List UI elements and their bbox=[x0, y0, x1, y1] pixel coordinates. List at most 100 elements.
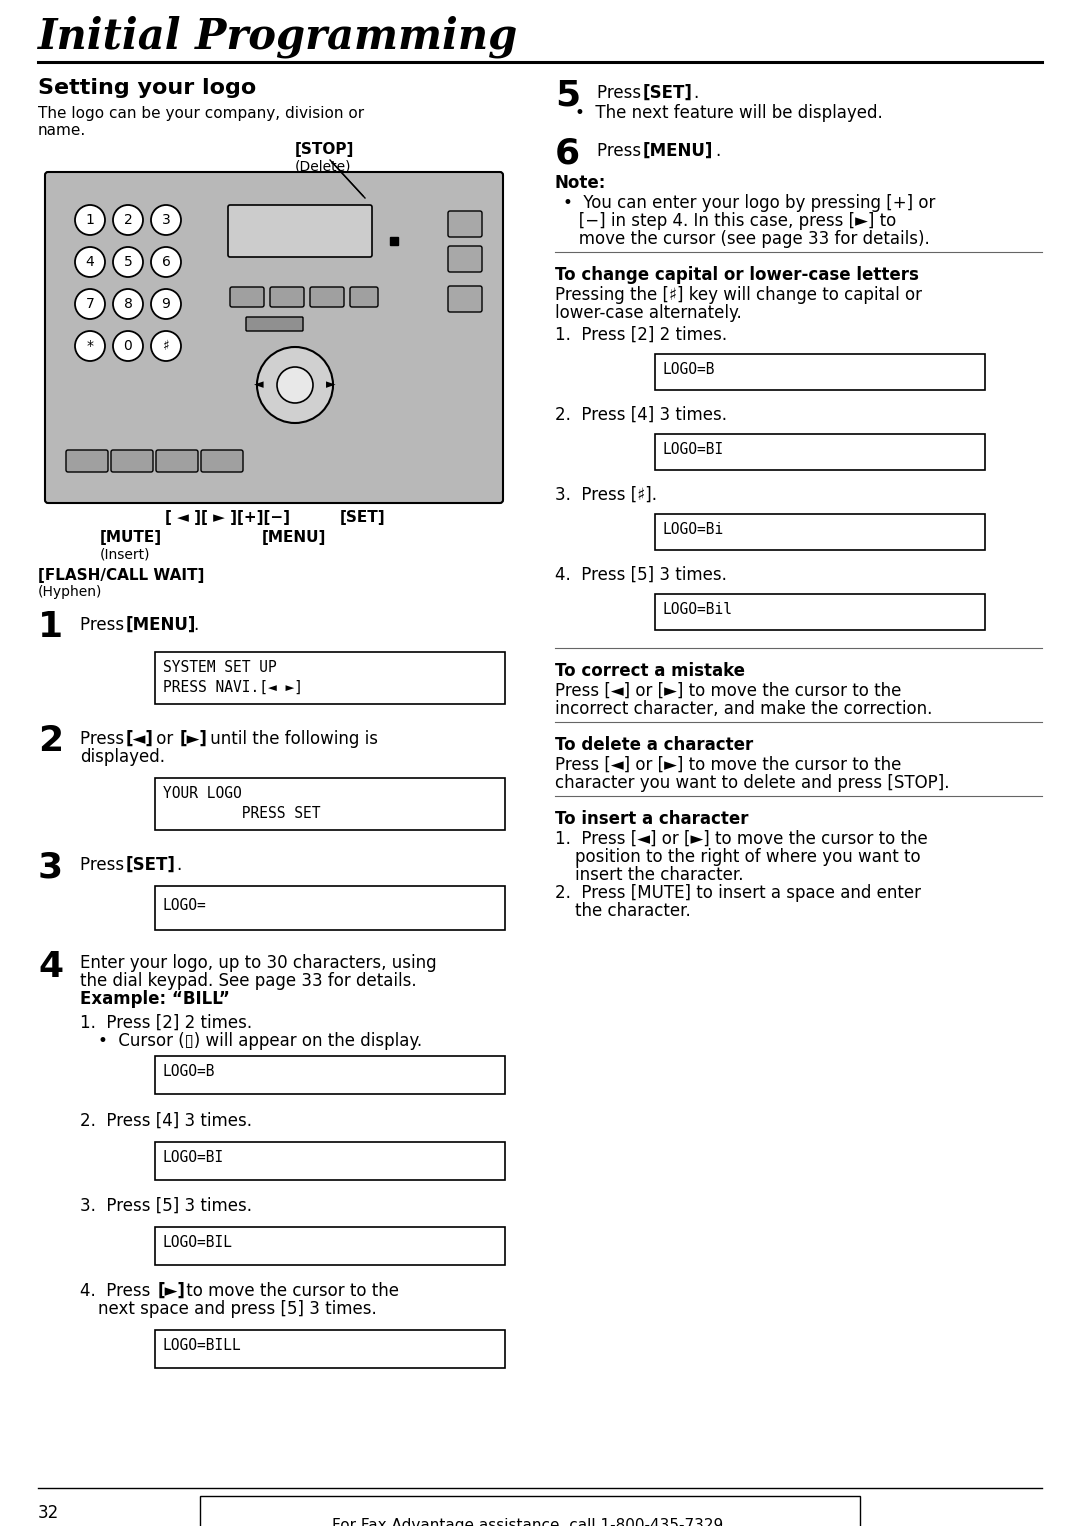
Text: 3: 3 bbox=[162, 214, 171, 227]
Text: 1: 1 bbox=[85, 214, 94, 227]
Text: To delete a character: To delete a character bbox=[555, 736, 753, 754]
Text: 5: 5 bbox=[123, 255, 133, 269]
Text: 1.  Press [◄] or [►] to move the cursor to the: 1. Press [◄] or [►] to move the cursor t… bbox=[555, 830, 928, 848]
Text: name.: name. bbox=[38, 124, 86, 137]
Text: LOGO=BIL: LOGO=BIL bbox=[163, 1235, 233, 1250]
Text: [►]: [►] bbox=[158, 1282, 186, 1300]
Bar bbox=[156, 778, 505, 830]
Text: •  Cursor (▯) will appear on the display.: • Cursor (▯) will appear on the display. bbox=[98, 1032, 422, 1050]
Text: .: . bbox=[176, 856, 181, 874]
Bar bbox=[654, 433, 985, 470]
Text: .: . bbox=[715, 142, 720, 160]
FancyBboxPatch shape bbox=[448, 211, 482, 237]
Text: 3: 3 bbox=[38, 850, 63, 884]
Text: Note:: Note: bbox=[555, 174, 606, 192]
Text: LOGO=BILL: LOGO=BILL bbox=[163, 1338, 242, 1354]
Text: LOGO=B: LOGO=B bbox=[663, 362, 715, 377]
Bar bbox=[156, 887, 505, 929]
Text: 1.  Press [2] 2 times.: 1. Press [2] 2 times. bbox=[80, 1013, 252, 1032]
Text: *: * bbox=[86, 339, 94, 353]
Text: Press: Press bbox=[80, 617, 130, 633]
Bar bbox=[654, 354, 985, 391]
FancyBboxPatch shape bbox=[156, 450, 198, 472]
Bar bbox=[200, 1495, 860, 1526]
Text: To change capital or lower-case letters: To change capital or lower-case letters bbox=[555, 266, 919, 284]
Text: position to the right of where you want to: position to the right of where you want … bbox=[575, 848, 920, 865]
Text: (Delete): (Delete) bbox=[295, 159, 351, 172]
Text: PRESS NAVI.[◄ ►]: PRESS NAVI.[◄ ►] bbox=[163, 681, 303, 694]
Bar bbox=[156, 1331, 505, 1367]
Text: LOGO=B: LOGO=B bbox=[163, 1064, 216, 1079]
Text: [MUTE]: [MUTE] bbox=[100, 530, 162, 545]
Text: .: . bbox=[193, 617, 199, 633]
FancyBboxPatch shape bbox=[111, 450, 153, 472]
Text: [MENU]: [MENU] bbox=[262, 530, 326, 545]
Text: 2.  Press [4] 3 times.: 2. Press [4] 3 times. bbox=[555, 406, 727, 424]
Text: 7: 7 bbox=[85, 298, 94, 311]
Bar bbox=[156, 652, 505, 703]
Text: 5: 5 bbox=[555, 78, 580, 111]
Text: 4.  Press: 4. Press bbox=[80, 1282, 156, 1300]
Circle shape bbox=[113, 331, 143, 362]
Text: Setting your logo: Setting your logo bbox=[38, 78, 256, 98]
FancyBboxPatch shape bbox=[270, 287, 303, 307]
Text: character you want to delete and press [STOP].: character you want to delete and press [… bbox=[555, 774, 949, 792]
Text: For Fax Advantage assistance, call 1-800-435-7329.: For Fax Advantage assistance, call 1-800… bbox=[332, 1518, 728, 1526]
Circle shape bbox=[113, 204, 143, 235]
Bar bbox=[156, 1227, 505, 1265]
Text: Press: Press bbox=[597, 142, 646, 160]
Text: [►]: [►] bbox=[180, 729, 207, 748]
Text: lower-case alternately.: lower-case alternately. bbox=[555, 304, 742, 322]
Text: Initial Programming: Initial Programming bbox=[38, 15, 518, 58]
Circle shape bbox=[113, 288, 143, 319]
Text: 1: 1 bbox=[38, 610, 63, 644]
Text: Example: “BILL”: Example: “BILL” bbox=[80, 990, 230, 1009]
Circle shape bbox=[75, 247, 105, 278]
Text: Press [◄] or [►] to move the cursor to the: Press [◄] or [►] to move the cursor to t… bbox=[555, 755, 902, 774]
Text: 8: 8 bbox=[123, 298, 133, 311]
Text: To insert a character: To insert a character bbox=[555, 810, 748, 829]
Text: move the cursor (see page 33 for details).: move the cursor (see page 33 for details… bbox=[563, 230, 930, 249]
Text: ►: ► bbox=[326, 378, 336, 392]
Text: or: or bbox=[151, 729, 178, 748]
Text: 4.  Press [5] 3 times.: 4. Press [5] 3 times. bbox=[555, 566, 727, 584]
Text: SYSTEM SET UP: SYSTEM SET UP bbox=[163, 661, 276, 674]
Text: 6: 6 bbox=[555, 136, 580, 169]
Text: insert the character.: insert the character. bbox=[575, 865, 743, 884]
Text: LOGO=BI: LOGO=BI bbox=[663, 443, 725, 456]
Circle shape bbox=[151, 288, 181, 319]
Bar bbox=[654, 514, 985, 549]
Circle shape bbox=[276, 366, 313, 403]
Text: Press [◄] or [►] to move the cursor to the: Press [◄] or [►] to move the cursor to t… bbox=[555, 682, 902, 700]
Text: •  The next feature will be displayed.: • The next feature will be displayed. bbox=[575, 104, 882, 122]
Text: 2.  Press [4] 3 times.: 2. Press [4] 3 times. bbox=[80, 1112, 252, 1129]
Text: [SET]: [SET] bbox=[126, 856, 176, 874]
Text: [SET]: [SET] bbox=[643, 84, 693, 102]
Text: LOGO=Bi: LOGO=Bi bbox=[663, 522, 725, 537]
Text: ◄: ◄ bbox=[254, 378, 264, 392]
FancyBboxPatch shape bbox=[448, 246, 482, 272]
Text: Press: Press bbox=[80, 729, 130, 748]
FancyBboxPatch shape bbox=[228, 204, 372, 256]
Text: the dial keypad. See page 33 for details.: the dial keypad. See page 33 for details… bbox=[80, 972, 417, 990]
FancyBboxPatch shape bbox=[201, 450, 243, 472]
Text: 4: 4 bbox=[85, 255, 94, 269]
Text: [−] in step 4. In this case, press [►] to: [−] in step 4. In this case, press [►] t… bbox=[563, 212, 896, 230]
Text: Press: Press bbox=[597, 84, 646, 102]
FancyBboxPatch shape bbox=[45, 172, 503, 504]
Text: 0: 0 bbox=[123, 339, 133, 353]
Bar bbox=[156, 1056, 505, 1094]
Text: [FLASH/CALL WAIT]: [FLASH/CALL WAIT] bbox=[38, 568, 204, 583]
Text: [SET]: [SET] bbox=[340, 510, 386, 525]
Text: .: . bbox=[693, 84, 699, 102]
Circle shape bbox=[257, 346, 333, 423]
Text: incorrect character, and make the correction.: incorrect character, and make the correc… bbox=[555, 700, 932, 719]
Text: Enter your logo, up to 30 characters, using: Enter your logo, up to 30 characters, us… bbox=[80, 954, 436, 972]
Text: 3.  Press [♯].: 3. Press [♯]. bbox=[555, 485, 657, 504]
Text: [ ◄ ][ ► ][+][−]: [ ◄ ][ ► ][+][−] bbox=[165, 510, 291, 525]
Circle shape bbox=[151, 331, 181, 362]
Text: 2: 2 bbox=[123, 214, 133, 227]
Circle shape bbox=[151, 247, 181, 278]
Text: 3.  Press [5] 3 times.: 3. Press [5] 3 times. bbox=[80, 1196, 252, 1215]
Text: [MENU]: [MENU] bbox=[126, 617, 197, 633]
